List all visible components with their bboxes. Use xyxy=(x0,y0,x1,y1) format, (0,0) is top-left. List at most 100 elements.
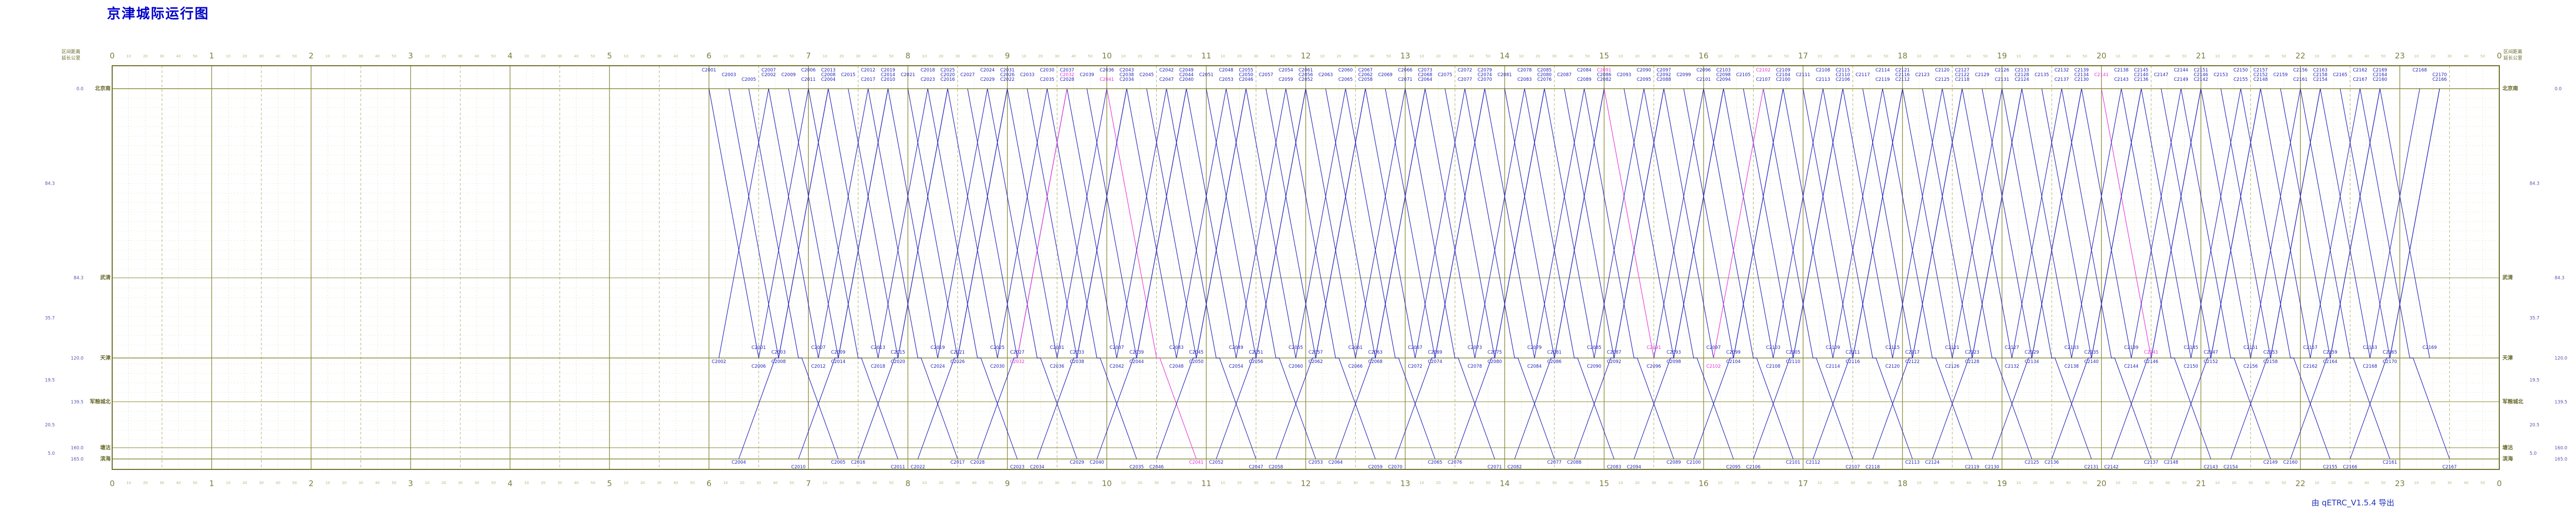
minute-label-top: 50 xyxy=(2282,54,2286,58)
minute-label-bottom: 20 xyxy=(1536,481,1540,485)
hour-label-top: 12 xyxy=(1301,51,1311,61)
train-number-label: C2143 xyxy=(2114,77,2129,82)
train-number-label: C2116 xyxy=(1895,72,1910,78)
train-number-label: C2007 xyxy=(761,68,776,73)
hour-label-top: 1 xyxy=(209,51,214,61)
minute-label-bottom: 50 xyxy=(292,481,297,485)
minute-label-bottom: 50 xyxy=(1983,481,1988,485)
train-number-label: C2085 xyxy=(1537,68,1552,73)
minute-label-bottom: 40 xyxy=(275,481,280,485)
hour-label-top: 4 xyxy=(508,51,513,61)
train-line xyxy=(2141,88,2191,358)
train-line xyxy=(2200,88,2251,358)
train-number-label: C2087 xyxy=(1607,350,1622,355)
train-line xyxy=(2220,88,2271,358)
train-number-label: C2034 xyxy=(1120,77,1134,82)
train-number-label: C2149 xyxy=(2174,77,2188,82)
train-line xyxy=(1932,88,2022,460)
train-line xyxy=(2300,88,2390,460)
train-number-label: C2062 xyxy=(1358,72,1373,78)
train-number-label: C2046 xyxy=(1239,77,1253,82)
train-line xyxy=(2230,88,2321,460)
train-line xyxy=(1504,88,1555,358)
minute-label-bottom: 50 xyxy=(2381,481,2386,485)
train-number-label: C2078 xyxy=(1468,364,1482,369)
minute-label-top: 30 xyxy=(1254,54,1259,58)
minute-label-bottom: 40 xyxy=(2265,481,2270,485)
train-number-label: C2129 xyxy=(1975,72,1990,78)
train-number-label: C2096 xyxy=(1696,68,1711,73)
train-line xyxy=(1345,88,1435,460)
train-number-label: C2133 xyxy=(2015,68,2029,73)
train-number-label: C2055 xyxy=(1289,345,1303,350)
cumulative-distance-right: 165.0 xyxy=(2555,457,2567,462)
train-number-label: C2117 xyxy=(1855,72,1870,78)
minute-label-top: 40 xyxy=(2165,54,2170,58)
train-number-label: C2002 xyxy=(761,72,776,78)
minute-label-bottom: 50 xyxy=(1784,481,1789,485)
minute-label-bottom: 10 xyxy=(823,481,828,485)
minute-label-top: 30 xyxy=(2248,54,2253,58)
minute-label-top: 50 xyxy=(889,54,894,58)
train-line xyxy=(1743,88,1794,358)
train-number-label: C2061 xyxy=(1348,345,1363,350)
train-line xyxy=(748,88,839,460)
train-number-label: C2165 xyxy=(2383,350,2398,355)
hour-label-top: 20 xyxy=(2096,51,2106,61)
train-number-label: C2152 xyxy=(2254,72,2268,78)
minute-label-bottom: 30 xyxy=(160,481,164,485)
minute-label-bottom: 50 xyxy=(2182,481,2187,485)
train-line xyxy=(1952,88,2003,358)
train-line xyxy=(858,88,948,460)
minute-label-top: 50 xyxy=(988,54,993,58)
minute-label-bottom: 50 xyxy=(1884,481,1888,485)
minute-label-bottom: 20 xyxy=(839,481,844,485)
train-line xyxy=(2111,88,2201,460)
train-number-label: C2056 xyxy=(1249,359,1263,365)
train-number-label: C2041 xyxy=(1099,77,1114,82)
train-line xyxy=(1305,88,1356,358)
minute-label-top: 10 xyxy=(1419,54,1424,58)
train-line xyxy=(788,88,839,358)
train-number-label: C2170 xyxy=(2433,72,2447,78)
train-line xyxy=(2359,88,2450,460)
train-number-label: C2166 xyxy=(2343,465,2357,470)
train-line xyxy=(1584,88,1674,460)
hour-label-bottom: 17 xyxy=(1798,479,1808,488)
train-number-label: C2118 xyxy=(1865,465,1880,470)
train-number-label: C2015 xyxy=(841,72,856,78)
train-number-label: C2129 xyxy=(2024,350,2039,355)
train-number-label: C2094 xyxy=(1716,77,1731,82)
train-number-label: C2038 xyxy=(1070,359,1084,365)
hour-label-top: 5 xyxy=(607,51,612,61)
minute-label-bottom: 10 xyxy=(1917,481,1922,485)
train-line xyxy=(1892,88,1943,358)
train-number-label: C2092 xyxy=(1607,359,1622,365)
hour-label-top: 7 xyxy=(806,51,811,61)
section-distance-left: 5.0 xyxy=(47,451,55,456)
train-line xyxy=(1067,88,1117,358)
minute-label-top: 50 xyxy=(1983,54,1988,58)
station-name-left: 军粮城北 xyxy=(90,398,111,405)
train-number-label: C2030 xyxy=(1040,68,1055,73)
minute-label-bottom: 10 xyxy=(723,481,728,485)
train-number-label: C2100 xyxy=(1776,77,1791,82)
train-number-label: C2155 xyxy=(2234,77,2248,82)
minute-label-bottom: 10 xyxy=(1817,481,1822,485)
train-line xyxy=(1365,88,1416,358)
train-line xyxy=(2280,88,2331,358)
hour-label-top: 9 xyxy=(1005,51,1010,61)
minute-label-bottom: 30 xyxy=(1850,481,1855,485)
minute-label-top: 10 xyxy=(1917,54,1922,58)
train-line xyxy=(2310,88,2361,358)
train-number-label: C2151 xyxy=(2194,68,2208,73)
train-line xyxy=(1654,88,1704,358)
train-number-label: C2042 xyxy=(1110,364,1124,369)
train-line xyxy=(2180,88,2271,460)
hour-label-bottom: 11 xyxy=(1201,479,1211,488)
train-line xyxy=(1444,88,1495,358)
train-number-label: C2070 xyxy=(1478,77,1492,82)
train-line xyxy=(1554,88,1604,358)
train-line xyxy=(2260,88,2311,358)
